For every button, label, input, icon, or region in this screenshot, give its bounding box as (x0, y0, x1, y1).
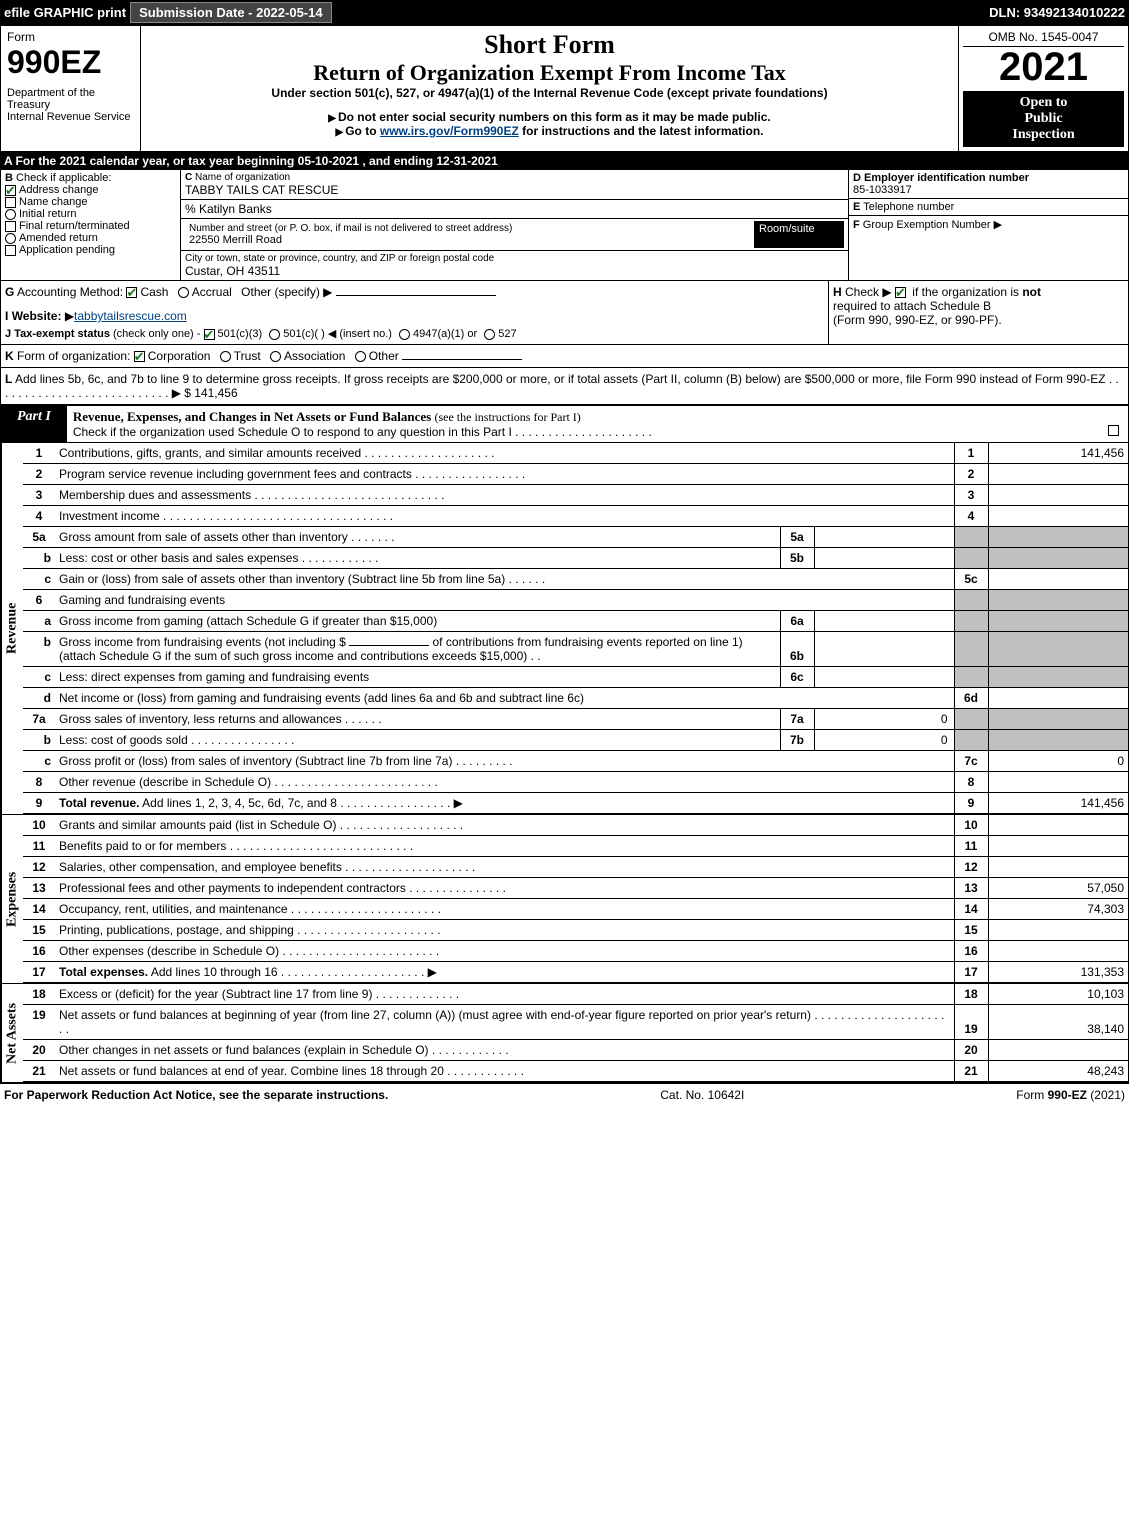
subtitle: Under section 501(c), 527, or 4947(a)(1)… (145, 86, 954, 100)
row-l: L Add lines 5b, 6c, and 7b to line 9 to … (0, 368, 1129, 405)
line19-amt: 38,140 (988, 1005, 1128, 1040)
footer-catno: Cat. No. 10642I (660, 1088, 744, 1102)
chk-initial-return[interactable] (5, 209, 16, 220)
chk-527[interactable] (484, 329, 495, 340)
page-footer: For Paperwork Reduction Act Notice, see … (0, 1083, 1129, 1106)
chk-name-change[interactable] (5, 197, 16, 208)
block-bcdef: B Check if applicable: Address change Na… (0, 170, 1129, 281)
line21-amt: 48,243 (988, 1061, 1128, 1082)
line7b-val: 0 (814, 730, 954, 750)
section-gh: G Accounting Method: Cash Accrual Other … (0, 281, 1129, 345)
chk-address-change[interactable] (5, 185, 16, 196)
chk-amended-return[interactable] (5, 233, 16, 244)
instr-1: Do not enter social security numbers on … (145, 110, 954, 124)
chk-schedule-o[interactable] (1108, 425, 1119, 436)
revenue-table: 1Contributions, gifts, grants, and simil… (23, 443, 1128, 814)
room-suite-label: Room/suite (754, 221, 844, 248)
org-name: TABBY TAILS CAT RESCUE (185, 183, 844, 197)
care-of: % Katilyn Banks (181, 200, 848, 219)
part-i-title: Revenue, Expenses, and Changes in Net As… (67, 406, 1128, 442)
instr-2: Go to www.irs.gov/Form990EZ for instruct… (145, 124, 954, 138)
netassets-section: Net Assets 18Excess or (deficit) for the… (0, 983, 1129, 1083)
line9-amt: 141,456 (988, 793, 1128, 814)
col-def: D Employer identification number 85-1033… (848, 170, 1128, 280)
line17-amt: 131,353 (988, 962, 1128, 983)
row-a: A For the 2021 calendar year, or tax yea… (0, 152, 1129, 170)
open-public-badge: Open to Public Inspection (963, 91, 1124, 147)
side-revenue: Revenue (1, 443, 23, 814)
chk-4947[interactable] (399, 329, 410, 340)
chk-association[interactable] (270, 351, 281, 362)
chk-sched-b-not-required[interactable] (895, 287, 906, 298)
submission-date: Submission Date - 2022-05-14 (130, 2, 332, 23)
top-bar: efile GRAPHIC print Submission Date - 20… (0, 0, 1129, 25)
chk-501c3[interactable] (204, 329, 215, 340)
short-form-title: Short Form (145, 30, 954, 60)
form-word: Form (7, 30, 134, 44)
dept-line2: Internal Revenue Service (7, 111, 134, 123)
dept-line1: Department of the Treasury (7, 87, 134, 111)
row-k: K Form of organization: Corporation Trus… (0, 345, 1129, 368)
irs-link[interactable]: www.irs.gov/Form990EZ (380, 124, 519, 138)
tax-year: 2021 (963, 47, 1124, 87)
line7c-amt: 0 (988, 751, 1128, 772)
line13-amt: 57,050 (988, 878, 1128, 899)
line7a-val: 0 (814, 709, 954, 729)
revenue-section: Revenue 1Contributions, gifts, grants, a… (0, 443, 1129, 814)
efile-label: efile GRAPHIC print (4, 5, 126, 20)
side-expenses: Expenses (1, 815, 23, 983)
chk-accrual[interactable] (178, 287, 189, 298)
side-netassets: Net Assets (1, 984, 23, 1082)
footer-right: Form 990-EZ (2021) (1016, 1088, 1125, 1102)
netassets-table: 18Excess or (deficit) for the year (Subt… (23, 984, 1128, 1082)
part-i-tab: Part I (1, 406, 67, 442)
chk-corporation[interactable] (134, 351, 145, 362)
col-c: C Name of organization TABBY TAILS CAT R… (181, 170, 848, 280)
chk-final-return[interactable] (5, 221, 16, 232)
expenses-table: 10Grants and similar amounts paid (list … (23, 815, 1128, 983)
col-b: B Check if applicable: Address change Na… (1, 170, 181, 280)
header-right: OMB No. 1545-0047 2021 Open to Public In… (958, 26, 1128, 151)
form-header: Form 990EZ Department of the Treasury In… (0, 25, 1129, 152)
line18-amt: 10,103 (988, 984, 1128, 1005)
main-title: Return of Organization Exempt From Incom… (145, 60, 954, 86)
chk-cash[interactable] (126, 287, 137, 298)
header-center: Short Form Return of Organization Exempt… (141, 26, 958, 151)
chk-application-pending[interactable] (5, 245, 16, 256)
line14-amt: 74,303 (988, 899, 1128, 920)
footer-left: For Paperwork Reduction Act Notice, see … (4, 1088, 388, 1102)
city-state-zip: Custar, OH 43511 (185, 264, 844, 278)
street-address: 22550 Merrill Road (189, 234, 750, 246)
col-g: G Accounting Method: Cash Accrual Other … (1, 281, 828, 344)
form-number: 990EZ (7, 44, 134, 81)
expenses-section: Expenses 10Grants and similar amounts pa… (0, 814, 1129, 983)
chk-501c[interactable] (269, 329, 280, 340)
col-h: H Check ▶ if the organization is not req… (828, 281, 1128, 344)
ein: 85-1033917 (853, 184, 1124, 196)
line1-amt: 141,456 (988, 443, 1128, 464)
dln: DLN: 93492134010222 (989, 5, 1125, 20)
website-link[interactable]: tabbytailsrescue.com (74, 309, 187, 323)
part-i-header: Part I Revenue, Expenses, and Changes in… (0, 405, 1129, 443)
chk-other-org[interactable] (355, 351, 366, 362)
gross-receipts: $ 141,456 (184, 386, 237, 400)
header-left: Form 990EZ Department of the Treasury In… (1, 26, 141, 151)
chk-trust[interactable] (220, 351, 231, 362)
